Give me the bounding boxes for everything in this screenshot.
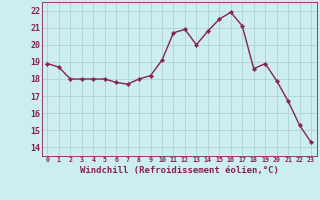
- X-axis label: Windchill (Refroidissement éolien,°C): Windchill (Refroidissement éolien,°C): [80, 166, 279, 175]
